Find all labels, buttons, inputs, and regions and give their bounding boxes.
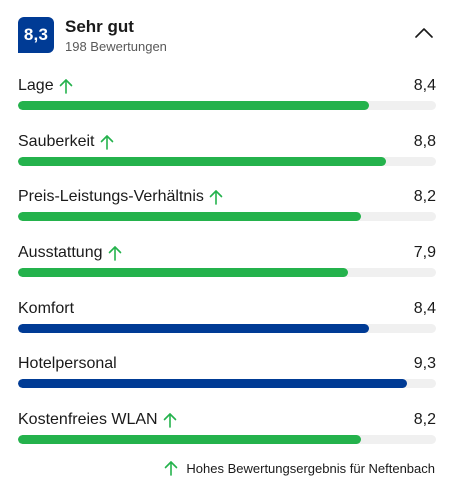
category-score: 8,2 <box>413 411 436 429</box>
category-score: 8,8 <box>413 132 436 150</box>
score-bar-track <box>18 323 436 333</box>
score-bar-fill <box>18 323 370 333</box>
arrow-up-icon <box>108 246 121 261</box>
review-header: 8,3 Sehr gut 198 Bewertungen <box>18 17 436 55</box>
score-bar-track <box>18 268 436 278</box>
review-count: 198 Bewertungen <box>65 39 167 54</box>
score-bar-fill <box>18 101 370 110</box>
score-bar-track <box>18 101 436 110</box>
score-bar-track <box>18 435 436 445</box>
category-row: Sauberkeit 8,8 <box>18 128 436 184</box>
category-score: 7,9 <box>413 244 436 262</box>
score-bar-track <box>18 156 436 166</box>
arrow-up-icon <box>100 134 113 150</box>
score-bar-fill <box>18 435 361 445</box>
category-label-wrap: Komfort <box>18 300 74 318</box>
category-label-wrap: Hotelpersonal <box>18 355 117 373</box>
category-label-wrap: Sauberkeit <box>18 133 114 151</box>
category-label-wrap: Lage <box>18 77 73 95</box>
collapse-button[interactable] <box>412 21 436 45</box>
arrow-up-icon <box>163 413 176 428</box>
category-row: Lage 8,4 <box>18 72 436 128</box>
category-label: Ausstattung <box>18 244 103 262</box>
score-bar-track <box>18 379 436 389</box>
category-label-wrap: Preis-Leistungs-Verhältnis <box>18 188 223 206</box>
footer-text: Hohes Bewertungsergebnis für Neftenbach <box>186 460 435 476</box>
arrow-up-icon <box>209 190 223 206</box>
category-label: Sauberkeit <box>18 132 95 150</box>
arrow-up-icon <box>59 79 72 94</box>
category-list: Lage 8,4 Sauberkeit 8,8 Preis-Leistungs-Verh… <box>18 72 436 462</box>
category-row: Hotelpersonal 9,3 <box>18 350 436 406</box>
score-bar-fill <box>18 379 407 389</box>
category-row: Preis-Leistungs-Verhältnis 8,2 <box>18 183 436 239</box>
category-row: Ausstattung 7,9 <box>18 239 436 295</box>
category-label: Preis-Leistungs-Verhältnis <box>18 188 204 206</box>
category-label: Hotelpersonal <box>18 355 117 373</box>
score-bar-fill <box>18 268 349 278</box>
rating-title: Sehr gut <box>65 17 134 36</box>
category-score: 8,4 <box>413 77 436 94</box>
score-bar-track <box>18 212 436 222</box>
category-score: 9,3 <box>413 355 436 373</box>
category-label: Lage <box>18 77 54 94</box>
arrow-up-icon <box>165 461 178 476</box>
category-label-wrap: Ausstattung <box>18 244 122 262</box>
category-label-wrap: Kostenfreies WLAN <box>18 411 177 429</box>
category-score: 8,4 <box>413 299 436 317</box>
category-score: 8,2 <box>413 188 436 206</box>
score-bar-fill <box>18 156 386 166</box>
category-label: Kostenfreies WLAN <box>18 411 158 429</box>
chevron-up-icon <box>415 28 433 38</box>
category-row: Kostenfreies WLAN 8,2 <box>18 406 436 462</box>
category-row: Komfort 8,4 <box>18 295 436 351</box>
score-bar-fill <box>18 212 361 222</box>
category-label: Komfort <box>18 299 75 317</box>
footer-note: Hohes Bewertungsergebnis für Neftenbach <box>164 460 435 476</box>
score-badge: 8,3 <box>18 17 54 53</box>
